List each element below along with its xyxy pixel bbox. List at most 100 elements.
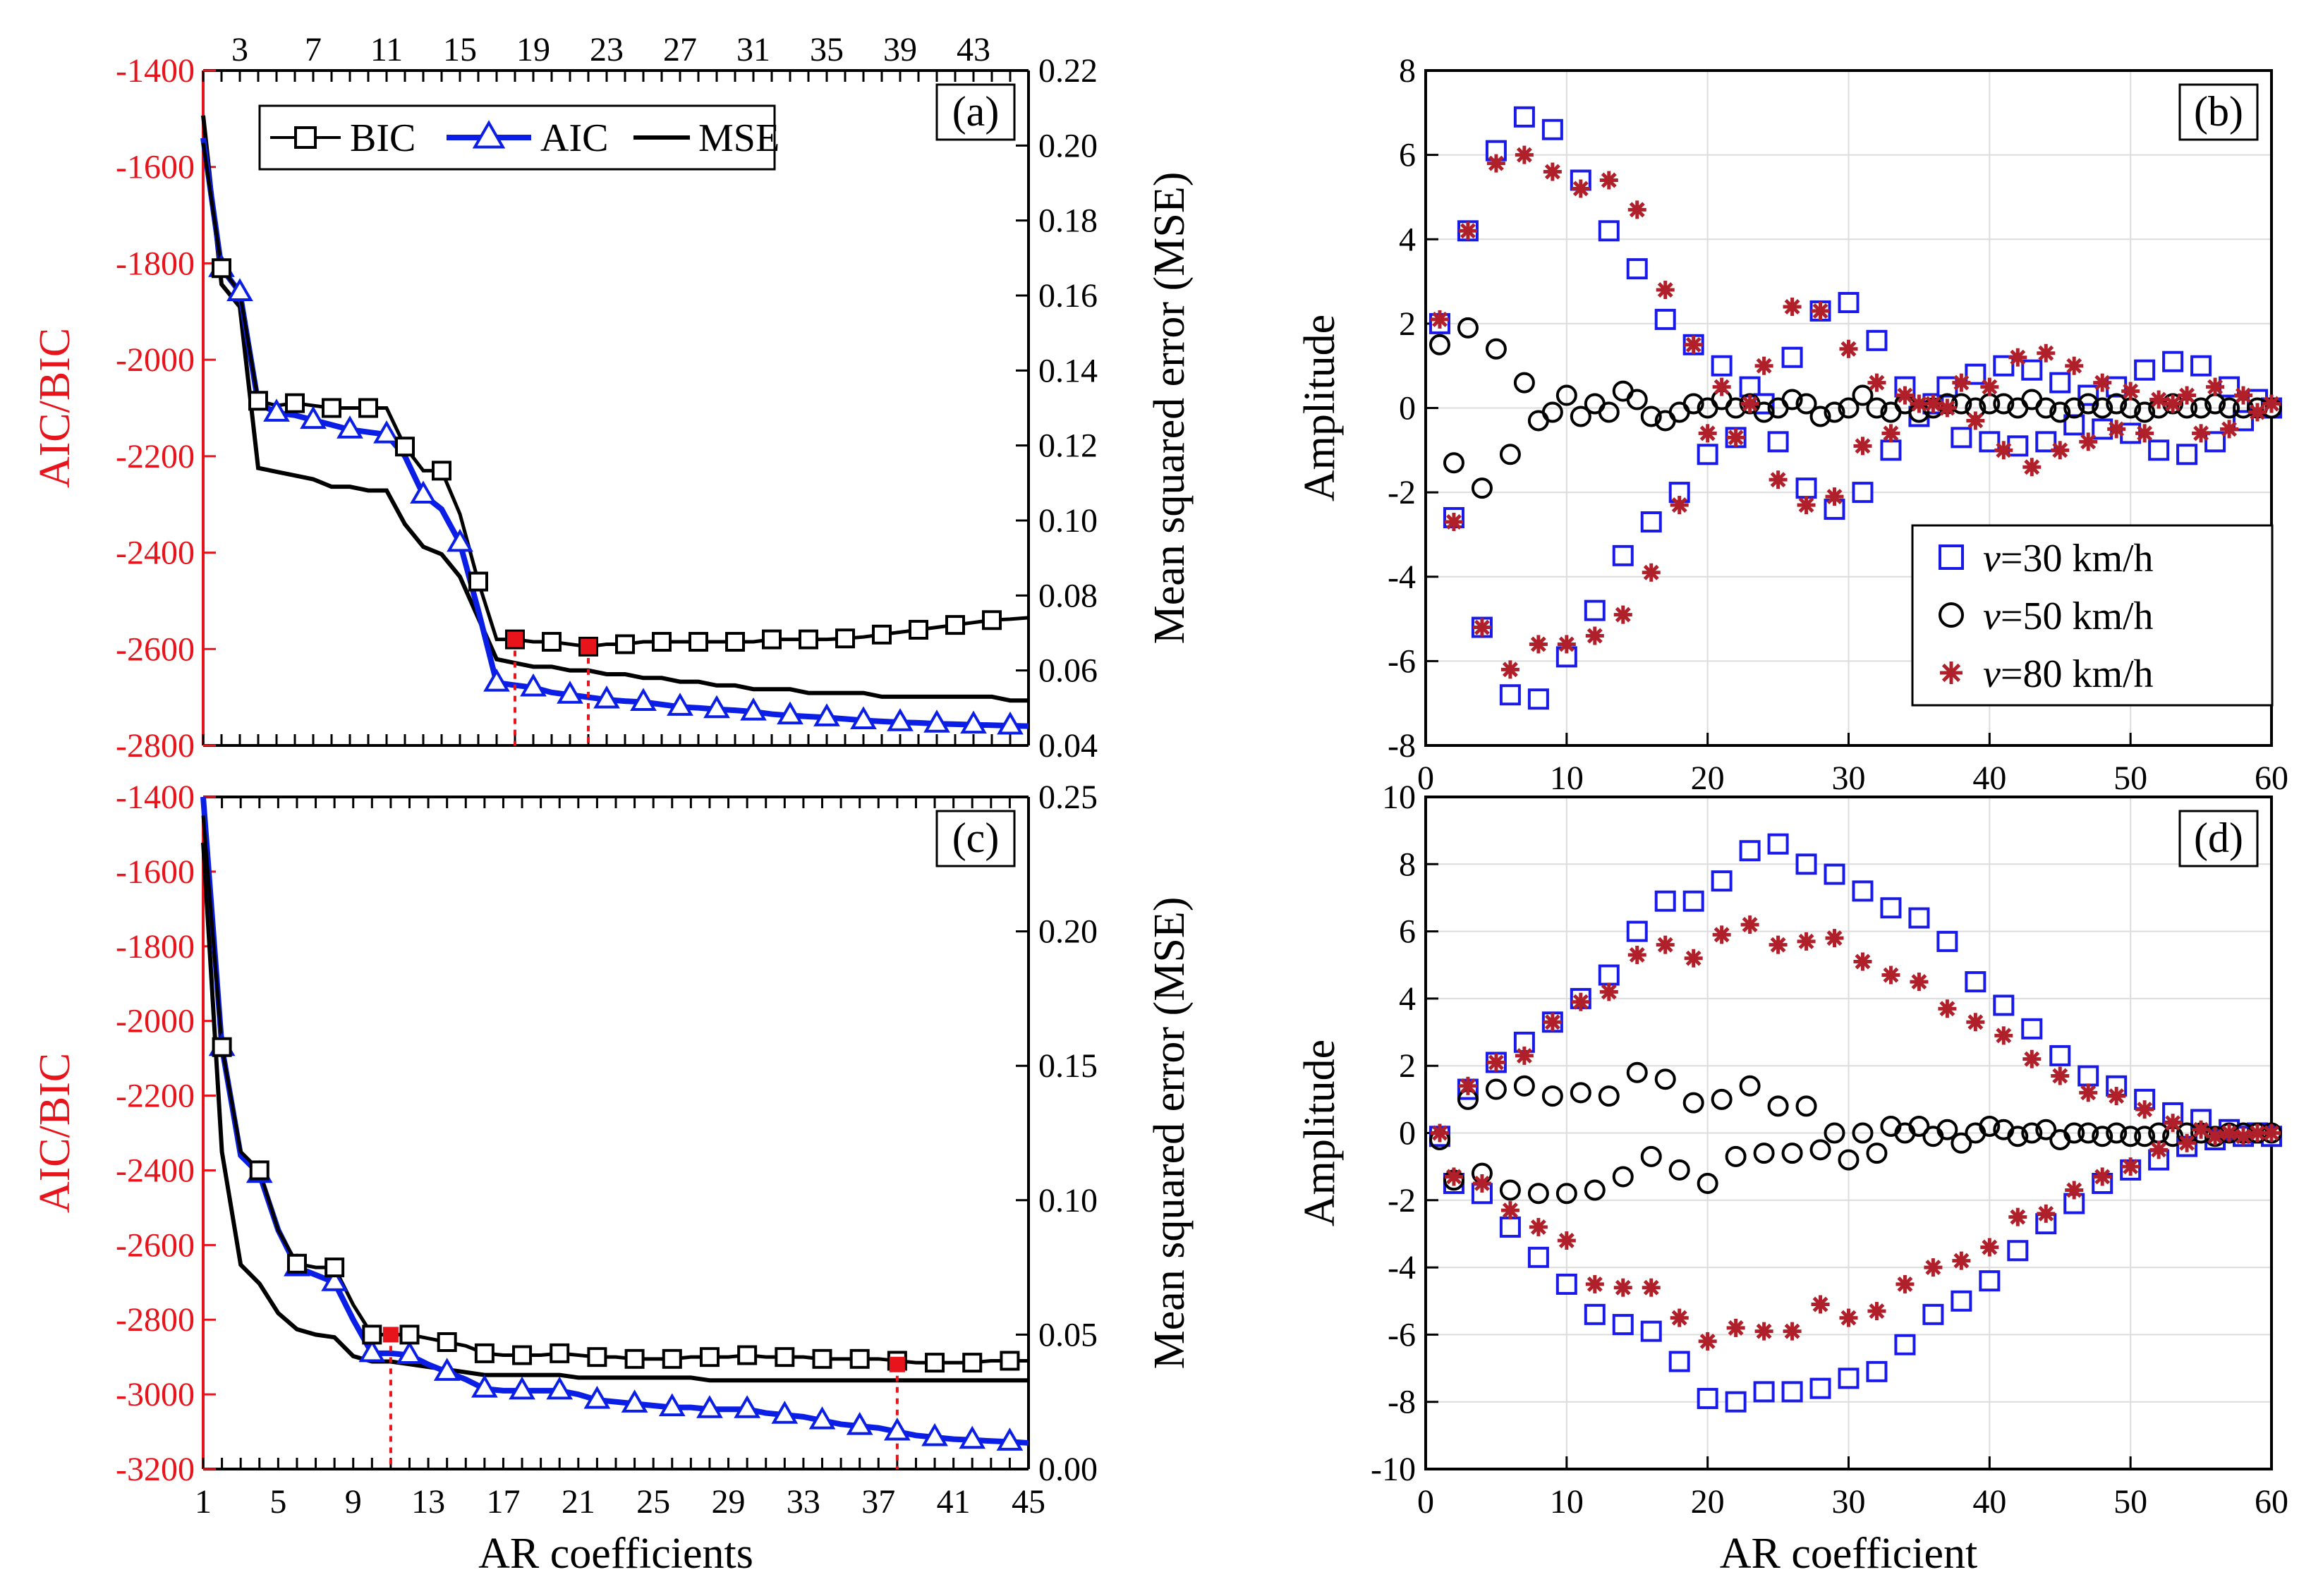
y-right-tick-label: 0.20	[1038, 913, 1098, 951]
star-stroke	[1953, 374, 1970, 391]
aic-point	[658, 1393, 686, 1417]
y-tick-label: 8	[1399, 846, 1416, 883]
x-tick-label-top: 15	[443, 31, 477, 68]
data-point-circle	[2007, 1126, 2029, 1147]
data-point-square	[1668, 1351, 1690, 1372]
data-point-circle	[1838, 1149, 1860, 1171]
star-stroke	[1925, 1260, 1941, 1276]
y-tick-label: 0	[1399, 390, 1416, 427]
star-stroke	[1855, 954, 1871, 970]
data-point-star	[2262, 394, 2281, 413]
data-point-square	[1682, 890, 1704, 912]
star-stroke	[1840, 341, 1857, 357]
data-point-star	[1642, 563, 1661, 582]
star-stroke	[1432, 311, 1448, 327]
data-point-star	[2051, 441, 2070, 460]
data-point-square	[1979, 431, 2001, 453]
star-stroke	[1982, 379, 1998, 395]
bic-point	[248, 391, 268, 411]
star-stroke	[1798, 933, 1814, 949]
star-stroke	[1826, 930, 1843, 946]
data-point-star	[1472, 618, 1491, 637]
data-point-circle	[2092, 1126, 2113, 1147]
data-point-square	[1584, 599, 1606, 621]
data-point-square	[1781, 1381, 1803, 1403]
x-tick-label-top: 19	[516, 31, 550, 68]
star-stroke	[2094, 374, 2111, 391]
star-stroke	[1601, 984, 1617, 1000]
data-point-circle	[1753, 401, 1775, 423]
data-point-star	[2135, 424, 2154, 443]
data-point-star	[1769, 470, 1788, 489]
star-stroke	[1544, 1014, 1560, 1030]
data-point-star	[1783, 297, 1802, 316]
y-tick-label: 2	[1399, 1047, 1416, 1085]
star-stroke	[2123, 383, 2139, 399]
data-point-circle	[1443, 452, 1464, 474]
star-stroke	[1460, 1078, 1476, 1094]
data-point-star	[1627, 945, 1646, 964]
legend-aic-marker	[472, 120, 506, 149]
data-point-circle	[1640, 1145, 1662, 1167]
mse-series-line	[201, 842, 1029, 1383]
aic-point	[263, 398, 290, 422]
bic-point	[474, 1343, 495, 1363]
star-stroke	[2066, 1182, 2082, 1198]
data-point-square	[2063, 1193, 2085, 1214]
y-left-tick-label: -2200	[116, 438, 195, 475]
x-tick-label-bottom: 29	[712, 1483, 746, 1521]
data-point-circle	[1640, 406, 1662, 427]
x-tick-label-bottom: 17	[486, 1483, 520, 1521]
data-point-square	[2190, 355, 2212, 377]
y-tick-label: 4	[1399, 980, 1416, 1018]
data-point-square	[2007, 1240, 2029, 1262]
bic-point	[512, 1345, 533, 1365]
star-stroke	[2264, 1125, 2279, 1141]
bic-point	[212, 1037, 232, 1057]
data-point-star	[1726, 1318, 1745, 1337]
data-point-star	[1458, 1076, 1477, 1095]
star-stroke	[1996, 1028, 2012, 1044]
data-point-square	[1824, 863, 1845, 885]
x-tick-label-top: 43	[957, 31, 990, 68]
star-stroke	[1629, 946, 1645, 963]
panel-label: (a)	[952, 88, 1000, 135]
star-stroke	[2066, 358, 2082, 374]
star-stroke	[1699, 1333, 1716, 1349]
bic-point	[212, 258, 231, 279]
bic-point	[624, 1348, 645, 1369]
aic-point	[433, 1358, 461, 1381]
star-stroke	[2250, 1125, 2265, 1141]
aic-point	[321, 1268, 348, 1291]
star-stroke	[2221, 421, 2238, 437]
data-point-star	[2037, 343, 2056, 363]
data-point-square	[1880, 439, 1902, 461]
legend-label-variable: v	[1983, 537, 2001, 580]
aic-point	[703, 695, 730, 719]
data-point-star	[1910, 394, 1929, 413]
star-stroke	[1671, 1310, 1687, 1326]
data-point-star	[2234, 386, 2253, 405]
data-point-star	[1797, 932, 1816, 951]
star-stroke	[2221, 1125, 2238, 1141]
data-point-square	[2007, 435, 2029, 457]
y-tick-label: 4	[1399, 221, 1416, 258]
star-stroke	[1756, 358, 1772, 374]
panel-label: (b)	[2194, 88, 2243, 135]
legend-label-variable: v	[1983, 652, 2001, 696]
data-point-star	[1500, 660, 1519, 679]
data-point-star	[2065, 356, 2084, 375]
data-point-square	[1781, 346, 1803, 368]
data-point-circle	[1457, 317, 1479, 339]
star-stroke	[1967, 413, 1984, 429]
aic-point	[557, 681, 583, 704]
panel-b-amplitude-scatter: 0 10 20 30 40 50 6086420-2-4-6-8Amplitude(b)v=…	[1296, 52, 2288, 797]
data-point-star	[2192, 1120, 2211, 1139]
star-stroke	[1798, 497, 1814, 513]
data-point-star	[2037, 1204, 2056, 1223]
x-tick-label-top: 27	[663, 31, 697, 68]
x-tick-label-top: 23	[590, 31, 624, 68]
data-point-circle	[1428, 334, 1450, 355]
star-stroke	[1713, 379, 1730, 395]
